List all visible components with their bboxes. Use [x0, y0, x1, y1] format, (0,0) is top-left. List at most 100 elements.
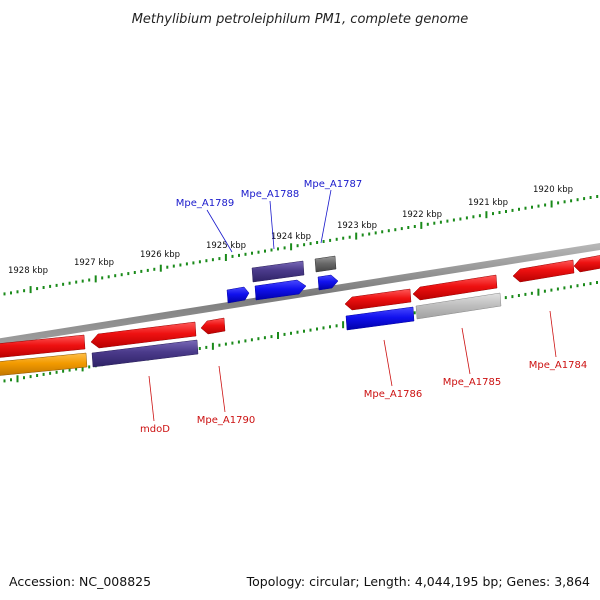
outer-ring-minor-tick [498, 211, 501, 214]
outer-ring-minor-tick [576, 198, 579, 202]
outer-ring-minor-tick [231, 254, 234, 258]
gene-mpe-a1790[interactable] [200, 317, 226, 335]
gene-mpe-a1787-lower[interactable] [317, 274, 339, 291]
label-mpe-a1785[interactable]: Mpe_A1785 [443, 377, 501, 388]
outer-ring-minor-tick [394, 228, 397, 232]
outer-ring-minor-tick [413, 225, 416, 228]
outer-ring-minor-tick [348, 235, 351, 239]
outer-ring-minor-tick [452, 218, 455, 222]
inner-ring-minor-tick [504, 296, 507, 300]
gene-mpe-a1784[interactable] [512, 259, 575, 283]
outer-ring-minor-tick [316, 241, 319, 244]
outer-ring-major-tick [485, 211, 488, 219]
outer-ring-minor-tick [400, 227, 403, 231]
inner-ring-minor-tick [36, 374, 39, 377]
outer-ring-minor-tick [583, 197, 586, 201]
inner-ring-major-tick [81, 364, 84, 372]
outer-ring-minor-tick [296, 244, 299, 248]
label-mpe-a1784[interactable]: Mpe_A1784 [529, 360, 587, 371]
inner-ring-minor-tick [556, 287, 559, 291]
inner-ring-minor-tick [511, 295, 514, 299]
inner-ring-minor-tick [3, 379, 6, 383]
outer-ring-minor-tick [433, 221, 436, 225]
map-title: Methylibium petroleiphilum PM1, complete… [132, 12, 469, 27]
outer-ring-minor-tick [211, 258, 214, 262]
outer-ring-minor-tick [42, 286, 45, 289]
outer-ring-minor-tick [381, 230, 384, 234]
topology-text: Topology: circular; Length: 4,044,195 bp… [246, 574, 590, 589]
scale-label-1923: 1923 kbp [337, 221, 377, 231]
inner-ring-minor-tick [205, 345, 208, 349]
outer-ring-minor-tick [55, 283, 58, 287]
leader-mpe-a1787 [320, 189, 332, 244]
inner-ring-minor-tick [55, 370, 58, 374]
inner-ring-minor-tick [309, 328, 312, 332]
outer-ring-minor-tick [387, 229, 390, 233]
inner-ring-minor-tick [335, 324, 338, 328]
inner-ring-minor-tick [316, 327, 318, 331]
outer-scale-ring [3, 195, 599, 296]
gene-mpe-a1786[interactable] [345, 306, 415, 331]
outer-ring-minor-tick [407, 226, 410, 229]
outer-ring-minor-tick [309, 242, 312, 246]
gene-mpe-a1788-lower[interactable] [254, 279, 307, 301]
outer-ring-minor-tick [3, 292, 6, 296]
outer-ring-minor-tick [185, 262, 188, 266]
scale-labels: 1928 kbp 1927 kbp 1926 kbp 1925 kbp 1924… [8, 185, 573, 276]
inner-ring-minor-tick [218, 343, 221, 347]
gene-red-middle[interactable] [412, 274, 498, 301]
outer-ring-minor-tick [192, 261, 195, 265]
gene-mpe-a1787-upper[interactable] [314, 255, 337, 273]
outer-ring-minor-tick [544, 203, 547, 207]
gene-labels: Mpe_A1789 Mpe_A1788 Mpe_A1787 mdoD Mpe_A… [140, 179, 587, 435]
scale-label-1922: 1922 kbp [402, 210, 442, 220]
outer-ring-minor-tick [322, 240, 325, 243]
outer-ring-minor-tick [127, 272, 130, 276]
label-mpe-a1790[interactable]: Mpe_A1790 [197, 415, 255, 426]
outer-ring-minor-tick [10, 291, 12, 295]
outer-ring-major-tick [290, 243, 293, 251]
inner-ring-minor-tick [244, 339, 247, 343]
gene-purple-reverse[interactable] [91, 339, 199, 368]
inner-ring-minor-tick [517, 294, 520, 297]
gene-mdod[interactable] [90, 321, 197, 349]
label-mpe-a1788[interactable]: Mpe_A1788 [241, 189, 299, 200]
gene-forward-edge[interactable] [573, 255, 600, 273]
gene-orange[interactable] [0, 352, 88, 376]
outer-ring-minor-tick [23, 289, 26, 293]
outer-ring-minor-tick [589, 196, 592, 199]
inner-ring-minor-tick [29, 375, 32, 379]
inner-ring-minor-tick [23, 376, 25, 380]
inner-ring-minor-tick [413, 311, 416, 315]
scale-label-1925: 1925 kbp [206, 241, 246, 251]
gene-mpe-a1788-upper[interactable] [251, 260, 305, 283]
inner-ring-minor-tick [524, 292, 527, 296]
outer-ring-minor-tick [342, 236, 345, 240]
outer-ring-minor-tick [218, 257, 221, 261]
outer-ring-minor-tick [75, 280, 78, 284]
inner-ring-major-tick [211, 342, 214, 350]
inner-ring-minor-tick [530, 291, 533, 295]
label-mpe-a1789[interactable]: Mpe_A1789 [176, 198, 234, 209]
scale-label-1920: 1920 kbp [533, 185, 573, 195]
outer-ring-minor-tick [101, 276, 104, 280]
inner-ring-minor-tick [283, 332, 286, 336]
label-mdod[interactable]: mdoD [140, 424, 170, 435]
outer-ring-minor-tick [531, 205, 533, 209]
label-mpe-a1787[interactable]: Mpe_A1787 [304, 179, 362, 190]
inner-ring-minor-tick [263, 336, 266, 340]
outer-ring-minor-tick [374, 231, 377, 235]
inner-ring-minor-tick [596, 281, 598, 284]
outer-ring-minor-tick [283, 246, 286, 250]
leader-mpe-a1790 [218, 365, 226, 413]
outer-ring-minor-tick [596, 195, 599, 198]
inner-ring-major-tick [537, 288, 540, 296]
outer-ring-minor-tick [81, 279, 84, 283]
outer-ring-minor-tick [459, 217, 462, 221]
gene-mpe-a1785[interactable] [415, 292, 502, 320]
label-mpe-a1786[interactable]: Mpe_A1786 [364, 389, 422, 400]
gene-red-far-left[interactable] [0, 334, 86, 358]
inner-ring-minor-tick [550, 288, 553, 292]
gene-mpe-a1789[interactable] [226, 286, 250, 304]
gene-mpe-a1786-upper[interactable] [344, 288, 412, 311]
